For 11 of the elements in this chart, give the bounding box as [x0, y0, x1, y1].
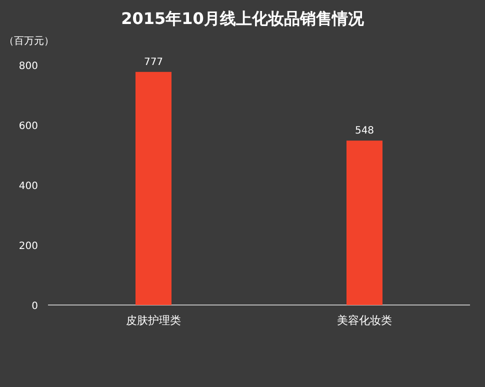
x-tick-label: 美容化妆类: [337, 314, 392, 327]
y-tick-label: 200: [18, 241, 38, 252]
y-tick-label: 600: [18, 121, 38, 132]
x-tick-label: 皮肤护理类: [126, 314, 181, 327]
y-tick-label: 800: [18, 61, 38, 72]
y-axis-title: （百万元）: [4, 36, 54, 47]
data-label: 548: [354, 126, 374, 137]
data-label: 777: [144, 56, 164, 68]
y-tick-label: 400: [18, 181, 38, 192]
y-tick-label: 0: [32, 301, 38, 312]
chart-title: 2015年10月线上化妆品销售情况: [121, 9, 365, 28]
